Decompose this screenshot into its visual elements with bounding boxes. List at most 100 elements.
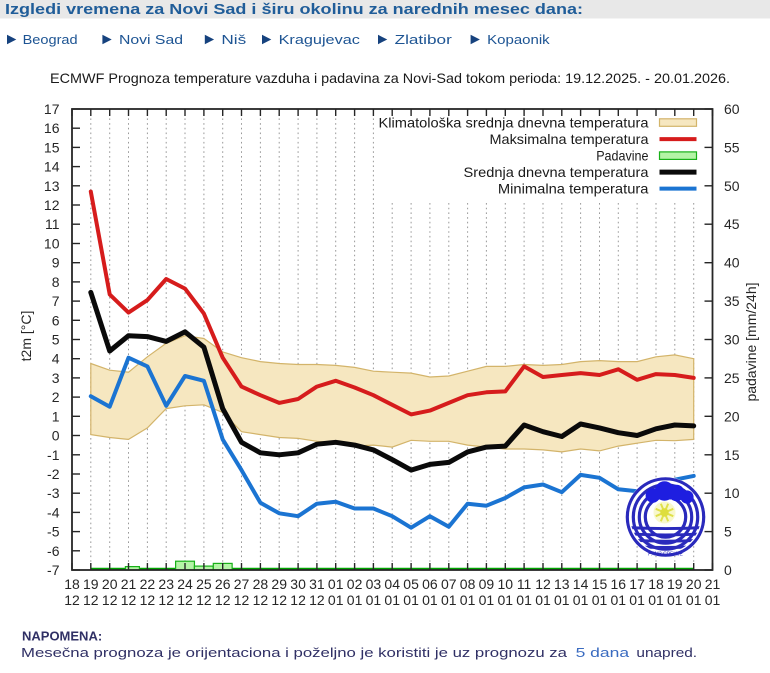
svg-text:12: 12: [234, 592, 250, 608]
svg-text:-1: -1: [47, 447, 60, 463]
svg-text:12: 12: [196, 592, 212, 608]
svg-text:-2: -2: [47, 466, 60, 482]
svg-text:-5: -5: [47, 524, 60, 540]
svg-text:01: 01: [347, 592, 363, 608]
svg-text:-6: -6: [47, 543, 60, 559]
svg-text:11: 11: [517, 576, 532, 592]
svg-text:55: 55: [724, 139, 740, 155]
svg-text:14: 14: [44, 159, 60, 175]
svg-text:23: 23: [158, 576, 174, 592]
svg-text:14: 14: [573, 576, 589, 592]
svg-text:13: 13: [554, 576, 570, 592]
svg-text:11: 11: [45, 216, 60, 232]
svg-text:Kopaonik: Kopaonik: [487, 32, 550, 47]
svg-text:01: 01: [460, 592, 476, 608]
svg-text:padavine [mm/24h]: padavine [mm/24h]: [743, 282, 759, 401]
svg-text:4: 4: [52, 351, 60, 367]
svg-text:12: 12: [177, 592, 193, 608]
svg-text:Klimatološka srednja dnevna te: Klimatološka srednja dnevna temperatura: [379, 114, 649, 130]
svg-text:3: 3: [52, 370, 60, 386]
svg-text:Srednja dnevna temperatura: Srednja dnevna temperatura: [464, 164, 649, 180]
svg-text:30: 30: [290, 576, 306, 592]
svg-text:NAPOMENA:: NAPOMENA:: [22, 629, 102, 644]
svg-text:01: 01: [648, 592, 664, 608]
svg-text:17: 17: [44, 101, 60, 117]
svg-text:01: 01: [611, 592, 627, 608]
svg-text:t2m [°C]: t2m [°C]: [18, 311, 34, 362]
svg-text:20: 20: [102, 576, 118, 592]
svg-text:12: 12: [290, 592, 306, 608]
svg-text:12: 12: [102, 592, 118, 608]
svg-text:12: 12: [535, 576, 551, 592]
svg-text:01: 01: [705, 592, 721, 608]
svg-text:18: 18: [64, 576, 80, 592]
svg-text:Novi Sad: Novi Sad: [119, 32, 183, 47]
svg-text:60: 60: [724, 101, 740, 117]
svg-text:16: 16: [611, 576, 627, 592]
svg-text:01: 01: [554, 592, 570, 608]
svg-text:31: 31: [309, 576, 325, 592]
svg-text:24: 24: [177, 576, 193, 592]
svg-text:40: 40: [724, 255, 740, 271]
svg-text:05: 05: [403, 576, 419, 592]
svg-text:01: 01: [573, 592, 589, 608]
svg-text:01: 01: [422, 592, 438, 608]
svg-text:15: 15: [592, 576, 608, 592]
svg-text:5 dana: 5 dana: [576, 645, 631, 660]
svg-text:12: 12: [253, 592, 269, 608]
svg-text:06: 06: [422, 576, 438, 592]
svg-text:01: 01: [403, 592, 419, 608]
svg-text:50: 50: [724, 178, 740, 194]
svg-text:0: 0: [724, 562, 732, 578]
svg-text:02: 02: [347, 576, 363, 592]
svg-text:Padavine: Padavine: [596, 147, 648, 163]
svg-text:19: 19: [83, 576, 99, 592]
svg-text:0: 0: [52, 428, 60, 444]
svg-text:10: 10: [44, 236, 60, 252]
svg-text:12: 12: [271, 592, 287, 608]
svg-text:15: 15: [724, 447, 740, 463]
svg-text:Mesečna prognoza je orijentaci: Mesečna prognoza je orijentaciona i pože…: [21, 645, 568, 660]
svg-text:РХМЗ СРБИЈЕ: РХМЗ СРБИЈЕ: [648, 552, 683, 558]
svg-text:21: 21: [121, 576, 137, 592]
svg-text:ECMWF Prognoza temperature vaz: ECMWF Prognoza temperature vazduha i pad…: [50, 70, 730, 86]
svg-text:30: 30: [724, 332, 740, 348]
svg-text:1: 1: [52, 408, 60, 424]
svg-text:12: 12: [44, 197, 60, 213]
svg-text:18: 18: [648, 576, 664, 592]
svg-text:01: 01: [592, 592, 608, 608]
svg-text:01: 01: [667, 592, 683, 608]
svg-text:5: 5: [724, 524, 732, 540]
svg-text:12: 12: [215, 592, 231, 608]
svg-text:12: 12: [121, 592, 137, 608]
svg-text:04: 04: [384, 576, 400, 592]
svg-text:01: 01: [328, 592, 344, 608]
svg-text:35: 35: [724, 293, 740, 309]
svg-text:26: 26: [215, 576, 231, 592]
svg-text:5: 5: [52, 332, 60, 348]
svg-text:07: 07: [441, 576, 457, 592]
svg-text:unapred.: unapred.: [636, 645, 697, 660]
svg-text:27: 27: [234, 576, 250, 592]
svg-text:Zlatibor: Zlatibor: [395, 32, 453, 47]
svg-text:2: 2: [52, 389, 60, 405]
svg-text:10: 10: [724, 485, 740, 501]
svg-text:Kragujevac: Kragujevac: [279, 32, 361, 47]
svg-text:21: 21: [705, 576, 721, 592]
svg-text:01: 01: [629, 592, 645, 608]
svg-text:01: 01: [441, 592, 457, 608]
svg-text:45: 45: [724, 216, 740, 232]
svg-text:Beograd: Beograd: [23, 32, 78, 47]
svg-text:01: 01: [535, 592, 551, 608]
svg-text:12: 12: [64, 592, 80, 608]
svg-text:Niš: Niš: [221, 32, 246, 47]
svg-text:12: 12: [140, 592, 156, 608]
svg-text:01: 01: [384, 592, 400, 608]
svg-text:12: 12: [83, 592, 99, 608]
svg-text:8: 8: [52, 274, 60, 290]
svg-text:09: 09: [479, 576, 495, 592]
svg-text:01: 01: [498, 592, 514, 608]
svg-text:16: 16: [44, 120, 60, 136]
svg-text:12: 12: [309, 592, 325, 608]
svg-text:01: 01: [479, 592, 495, 608]
